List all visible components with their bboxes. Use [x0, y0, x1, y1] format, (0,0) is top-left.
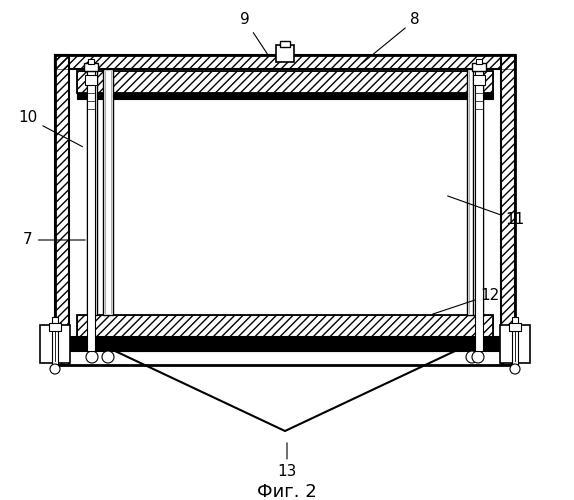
- Text: 10: 10: [18, 110, 83, 146]
- Circle shape: [466, 351, 478, 363]
- Bar: [77, 93, 493, 99]
- Text: 12: 12: [433, 288, 499, 314]
- Bar: [55, 55, 69, 365]
- Bar: [509, 323, 521, 331]
- Bar: [52, 317, 58, 371]
- Bar: [87, 71, 95, 351]
- Bar: [501, 55, 515, 365]
- Bar: [55, 55, 515, 69]
- Bar: [103, 69, 113, 315]
- Bar: [55, 55, 69, 365]
- Bar: [476, 59, 482, 64]
- Text: 11: 11: [448, 196, 525, 228]
- Bar: [77, 71, 493, 93]
- Bar: [475, 71, 483, 351]
- Bar: [473, 75, 485, 85]
- Circle shape: [510, 364, 520, 374]
- Text: 8: 8: [362, 12, 420, 63]
- Text: Фиг. 2: Фиг. 2: [257, 483, 317, 500]
- Bar: [467, 69, 477, 315]
- Bar: [49, 323, 61, 331]
- Bar: [77, 71, 493, 93]
- Bar: [55, 55, 515, 365]
- Circle shape: [102, 351, 114, 363]
- Bar: [55, 55, 515, 69]
- Bar: [500, 325, 530, 363]
- Bar: [65, 337, 505, 351]
- Bar: [84, 63, 98, 71]
- Bar: [77, 315, 493, 337]
- Bar: [88, 59, 94, 64]
- Bar: [85, 75, 97, 85]
- Bar: [87, 69, 97, 315]
- Bar: [40, 325, 70, 363]
- Circle shape: [50, 364, 60, 374]
- Circle shape: [472, 351, 484, 363]
- Text: 13: 13: [277, 443, 297, 480]
- Bar: [472, 63, 486, 71]
- Text: 7: 7: [23, 232, 85, 248]
- Circle shape: [86, 351, 98, 363]
- Bar: [473, 69, 483, 315]
- Bar: [276, 45, 294, 62]
- Bar: [512, 317, 518, 371]
- Polygon shape: [115, 351, 455, 431]
- Bar: [77, 315, 493, 337]
- Text: 9: 9: [240, 12, 269, 56]
- Bar: [280, 41, 290, 47]
- Bar: [501, 55, 515, 365]
